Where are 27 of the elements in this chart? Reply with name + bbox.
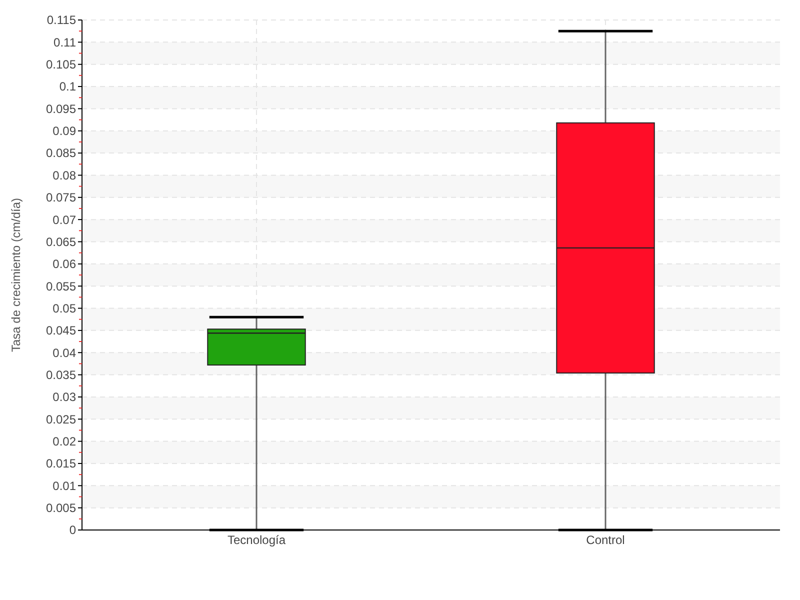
x-tick-label: Tecnología bbox=[227, 533, 286, 547]
y-tick-label: 0.08 bbox=[52, 168, 76, 182]
y-tick-label: 0.065 bbox=[46, 234, 76, 249]
y-tick-label: 0.045 bbox=[46, 324, 76, 338]
y-tick-label: 0.04 bbox=[52, 346, 76, 360]
y-tick-label: 0.01 bbox=[52, 478, 76, 493]
y-tick-label: 0.005 bbox=[46, 501, 76, 516]
y-tick-label: 0.02 bbox=[52, 434, 76, 449]
y-tick-label: 0.05 bbox=[52, 301, 76, 316]
y-tick-label: 0.085 bbox=[46, 146, 76, 160]
y-tick-label: 0.025 bbox=[46, 412, 76, 426]
y-tick-label: 0.075 bbox=[46, 190, 76, 205]
y-tick-label: 0.095 bbox=[46, 102, 76, 116]
y-tick-label: 0.1 bbox=[59, 80, 76, 94]
y-tick-label: 0.055 bbox=[46, 279, 76, 294]
x-tick-label: Control bbox=[586, 533, 625, 547]
y-tick-label: 0.09 bbox=[52, 124, 76, 138]
y-tick-label: 0.115 bbox=[46, 13, 76, 28]
y-tick-label: 0.06 bbox=[52, 257, 76, 272]
y-tick-label: 0 bbox=[69, 523, 76, 538]
y-tick-label: 0.03 bbox=[52, 390, 76, 404]
y-tick-label: 0.035 bbox=[46, 368, 76, 382]
y-tick-label: 0.11 bbox=[54, 35, 76, 50]
y-axis-title: Tasa de crecimiento (cm/día) bbox=[9, 198, 23, 352]
y-tick-label: 0.07 bbox=[52, 212, 76, 227]
y-tick-label: 0.015 bbox=[46, 456, 76, 471]
y-tick-label: 0.105 bbox=[46, 58, 76, 72]
